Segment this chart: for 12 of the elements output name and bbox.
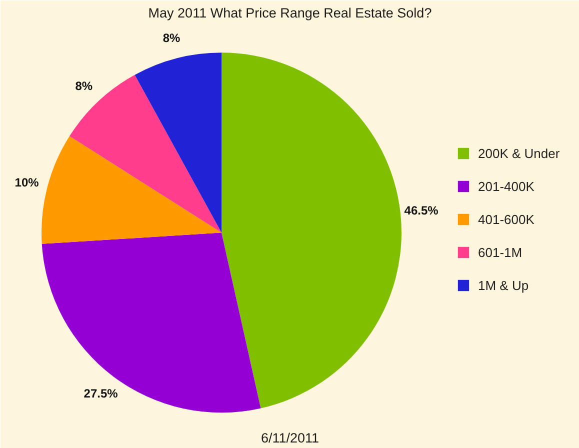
chart-title: May 2011 What Price Range Real Estate Sold?: [148, 6, 432, 20]
data-label: 27.5%: [84, 386, 118, 400]
data-label: 10%: [14, 176, 40, 190]
legend-label: 1M & Up: [478, 276, 529, 295]
text: 6/11/2011: [260, 430, 320, 446]
legend-label: 201-400K: [478, 178, 534, 196]
legend-label: 401-600K: [478, 210, 534, 228]
data-label: 8%: [75, 79, 93, 94]
legend-label: 200K & Under: [478, 144, 560, 162]
legend-label: 601-1M: [478, 244, 522, 262]
data-label: 46.5%: [404, 204, 439, 218]
data-label: 8%: [162, 30, 181, 45]
